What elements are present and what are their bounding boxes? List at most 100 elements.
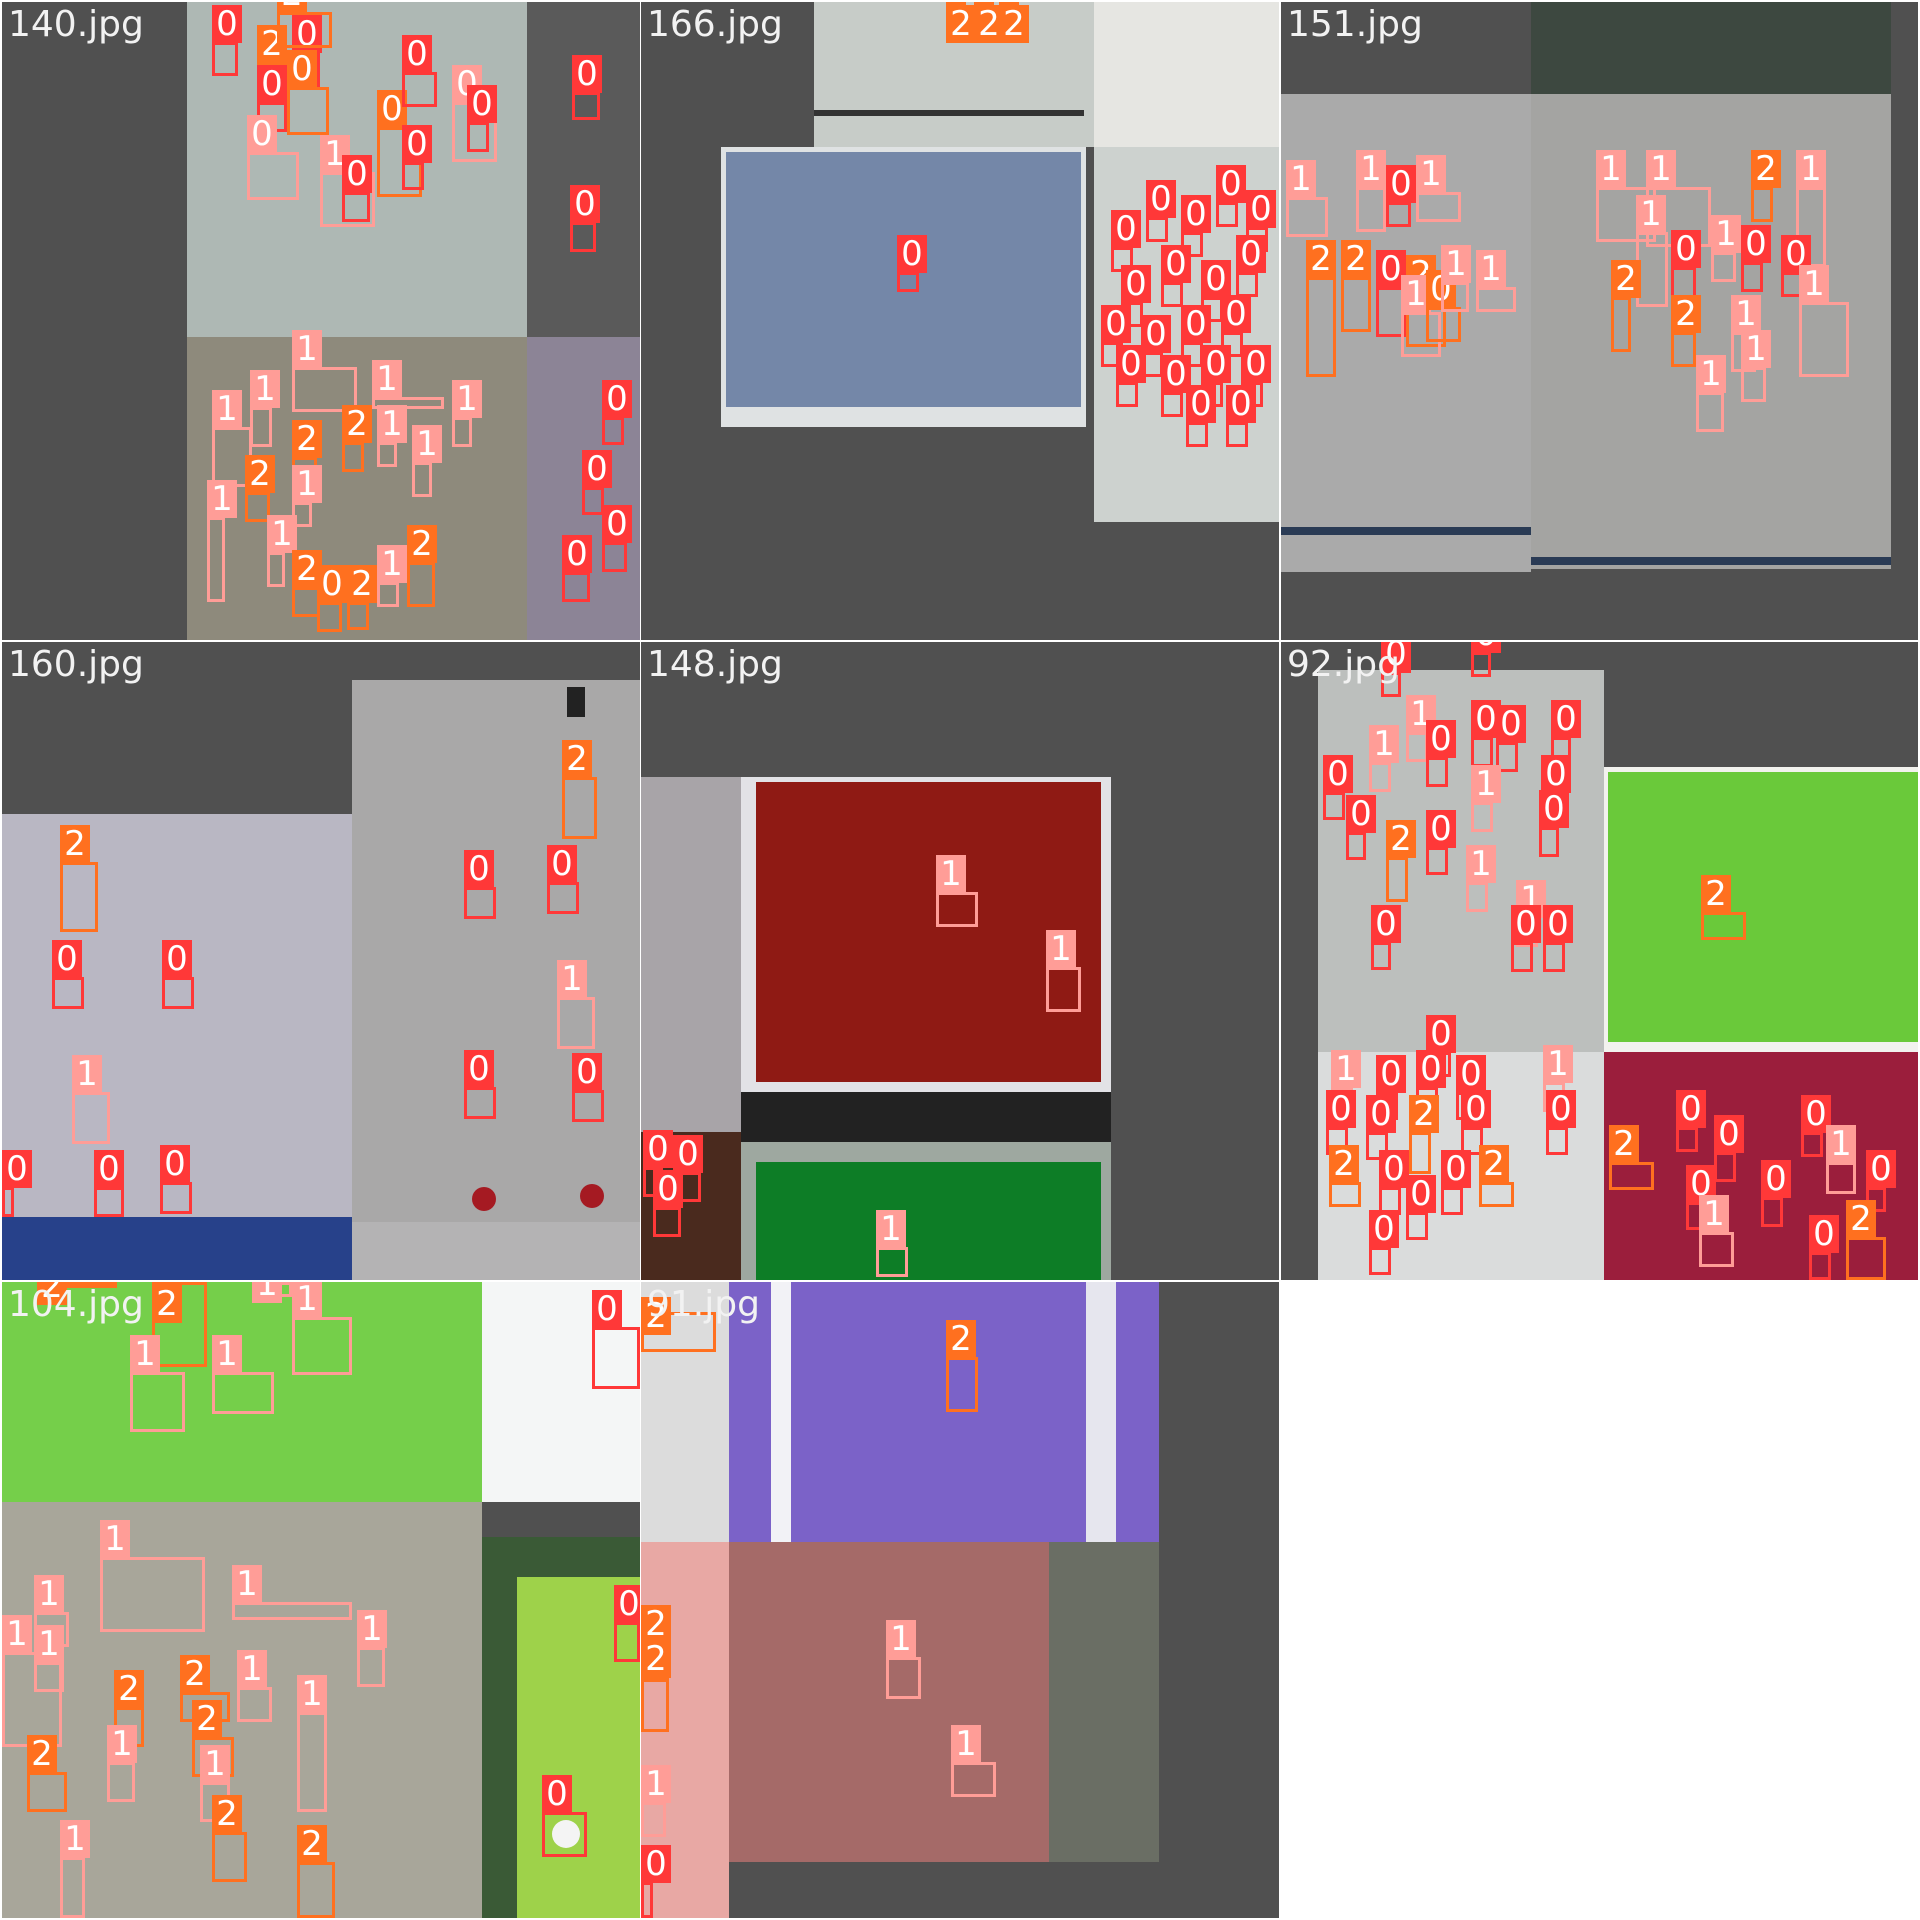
detection-box: 0 bbox=[1551, 700, 1581, 762]
class-label: 0 bbox=[1539, 790, 1569, 828]
class-label: 0 bbox=[1426, 1015, 1456, 1053]
class-label: 1 bbox=[1741, 330, 1771, 368]
detection-box: 2 bbox=[152, 1282, 207, 1367]
class-label: 0 bbox=[1141, 315, 1171, 353]
class-label: 0 bbox=[1741, 225, 1771, 263]
class-label: 0 bbox=[582, 450, 612, 488]
class-label: 2 bbox=[245, 455, 275, 493]
detection-box: 2 bbox=[1386, 820, 1416, 902]
class-label: 2 bbox=[641, 1297, 671, 1335]
detection-box: 1 bbox=[130, 1335, 185, 1432]
class-label: 0 bbox=[641, 1845, 671, 1883]
class-label: 2 bbox=[27, 1735, 57, 1773]
detection-box: 0 bbox=[287, 50, 329, 135]
class-label: 0 bbox=[247, 115, 277, 153]
detection-box: 2 bbox=[1329, 1145, 1361, 1207]
detection-box: 0 bbox=[402, 125, 432, 190]
class-label: 0 bbox=[673, 1135, 703, 1173]
detection-box: 2 bbox=[974, 2, 1004, 43]
detection-box: 1 bbox=[1741, 330, 1771, 402]
detection-box: 2 bbox=[297, 1825, 335, 1918]
sub-image bbox=[2, 1217, 352, 1280]
class-label: 1 bbox=[34, 1625, 64, 1663]
class-label: 0 bbox=[1551, 700, 1581, 738]
class-label: 2 bbox=[1701, 875, 1731, 913]
class-label: 1 bbox=[207, 480, 237, 518]
class-label: 0 bbox=[317, 565, 347, 603]
detection-box: 1 bbox=[34, 1625, 64, 1692]
sub-image bbox=[741, 1092, 1111, 1142]
tile-title: 166.jpg bbox=[647, 4, 783, 45]
sub-image bbox=[1094, 2, 1279, 147]
class-label: 2 bbox=[212, 1795, 242, 1833]
detection-box: 0 bbox=[1426, 270, 1461, 342]
class-label: 0 bbox=[897, 235, 927, 273]
class-label: 0 bbox=[1323, 755, 1353, 793]
detection-box: 2 bbox=[192, 1700, 234, 1777]
detection-box: 2 bbox=[407, 525, 437, 607]
detection-box: 2 bbox=[27, 1735, 67, 1812]
class-label: 1 bbox=[1466, 845, 1496, 883]
class-label: 0 bbox=[1496, 705, 1526, 743]
detection-box: 2 bbox=[1751, 150, 1781, 222]
class-label: 1 bbox=[1046, 930, 1076, 968]
detection-box: 2 bbox=[641, 1640, 671, 1732]
class-label: 1 bbox=[320, 135, 350, 173]
class-label: 1 bbox=[232, 1565, 262, 1603]
class-label: 1 bbox=[212, 390, 242, 428]
sub-image bbox=[726, 152, 1081, 407]
class-label: 0 bbox=[1379, 1150, 1409, 1188]
class-label: 0 bbox=[162, 940, 192, 978]
sub-image bbox=[1281, 527, 1531, 535]
detection-box: 0 bbox=[52, 940, 84, 1009]
class-label: 0 bbox=[570, 185, 600, 223]
class-label: 0 bbox=[1236, 235, 1266, 273]
class-label: 2 bbox=[1846, 1200, 1876, 1238]
detection-box: 1 bbox=[1696, 355, 1726, 432]
class-label: 0 bbox=[1471, 642, 1501, 653]
class-label: 0 bbox=[1221, 295, 1251, 333]
class-label: 1 bbox=[1476, 250, 1506, 288]
class-label: 2 bbox=[1341, 240, 1371, 278]
class-label: 0 bbox=[1121, 265, 1151, 303]
class-label: 1 bbox=[267, 515, 297, 553]
detection-box: 0 bbox=[1406, 1175, 1436, 1240]
class-label: 0 bbox=[547, 845, 577, 883]
class-label: 0 bbox=[1369, 1210, 1399, 1248]
detection-box: 1 bbox=[1466, 845, 1496, 912]
detection-box: 1 bbox=[372, 360, 444, 409]
detection-box: 1 bbox=[212, 1335, 274, 1414]
detection-box: 0 bbox=[1161, 355, 1191, 417]
tile-title: 148.jpg bbox=[647, 644, 783, 685]
class-label: 0 bbox=[342, 155, 372, 193]
detection-box: 0 bbox=[1186, 385, 1216, 447]
class-label: 0 bbox=[1161, 245, 1191, 283]
class-label: 1 bbox=[1286, 160, 1316, 198]
class-label: 0 bbox=[1116, 345, 1146, 383]
class-label: 2 bbox=[342, 405, 372, 443]
detection-box: 2 bbox=[347, 565, 377, 630]
class-label: 0 bbox=[1671, 230, 1701, 268]
detection-box: 1 bbox=[1799, 265, 1849, 377]
detection-box: 2 bbox=[245, 455, 275, 522]
detection-box: 1 bbox=[412, 425, 442, 497]
class-label: 2 bbox=[946, 5, 976, 43]
class-label: 0 bbox=[1146, 180, 1176, 218]
class-label: 1 bbox=[250, 370, 280, 408]
class-label: 2 bbox=[114, 1670, 144, 1708]
detection-box: 0 bbox=[467, 85, 497, 152]
detection-box: 1 bbox=[951, 1725, 996, 1797]
class-label: 0 bbox=[257, 65, 287, 103]
detection-box: 1 bbox=[232, 1565, 352, 1620]
detection-box: 1 bbox=[100, 1520, 205, 1632]
class-label: 2 bbox=[1611, 260, 1641, 298]
class-label: 1 bbox=[1699, 1195, 1729, 1233]
detection-box: 2 bbox=[946, 1320, 978, 1412]
class-label: 1 bbox=[2, 1615, 32, 1653]
tile-title: 104.jpg bbox=[8, 1284, 144, 1325]
class-label: 0 bbox=[1201, 345, 1231, 383]
detection-box: 2 bbox=[212, 1795, 247, 1882]
detection-box: 1 bbox=[207, 480, 237, 602]
class-label: 1 bbox=[1416, 155, 1446, 193]
class-label: 1 bbox=[1646, 150, 1676, 188]
